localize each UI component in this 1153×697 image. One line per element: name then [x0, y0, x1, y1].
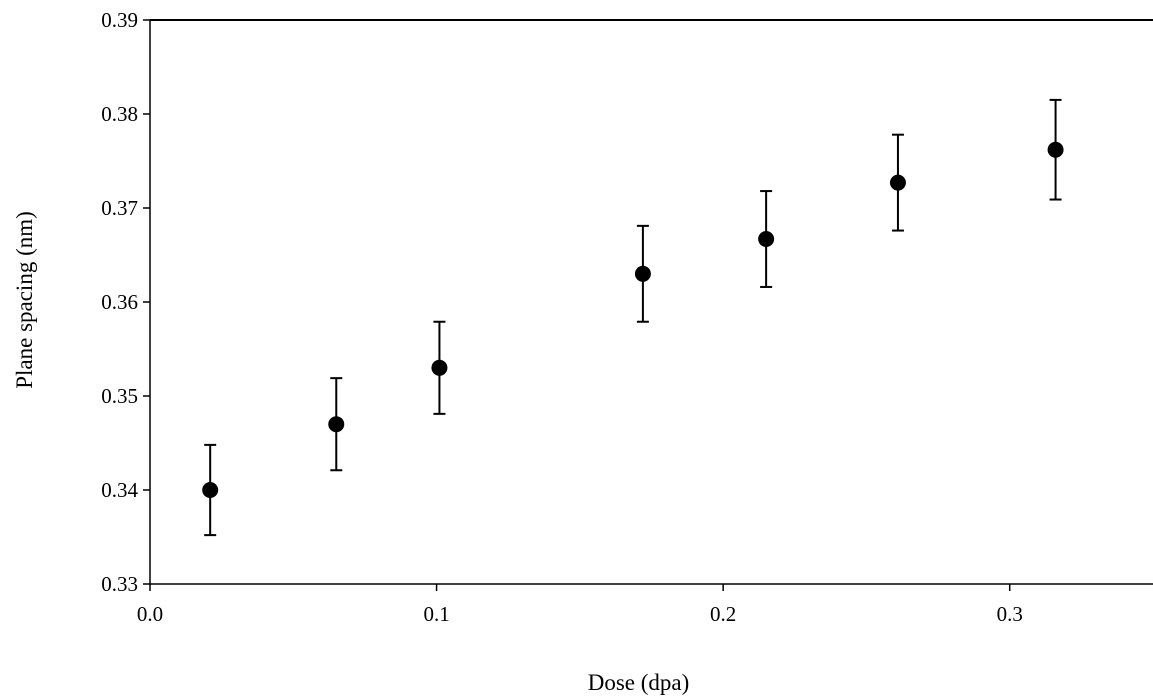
y-tick-label: 0.38 — [101, 102, 138, 126]
y-axis-ticks: 0.33 0.34 0.35 0.36 0.37 0.38 0.39 — [101, 8, 150, 596]
data-point — [634, 265, 651, 282]
y-tick-label: 0.34 — [101, 478, 138, 502]
x-axis-ticks: 0.0 0.1 0.2 0.3 — [137, 584, 1023, 626]
y-tick-label: 0.33 — [101, 572, 138, 596]
x-tick-label: 0.3 — [997, 602, 1023, 626]
data-point — [1047, 141, 1064, 158]
y-tick-label: 0.35 — [101, 384, 138, 408]
y-tick-label: 0.36 — [101, 290, 138, 314]
data-point — [328, 416, 345, 433]
data-point — [889, 174, 906, 191]
x-axis-title: Dose (dpa) — [588, 670, 690, 695]
data-point — [202, 482, 219, 498]
x-tick-label: 0.2 — [710, 602, 736, 626]
y-tick-label: 0.37 — [101, 196, 138, 220]
y-axis-title: Plane spacing (nm) — [12, 211, 37, 389]
data-point — [758, 231, 775, 248]
plot-area — [149, 19, 1153, 585]
x-tick-label: 0.0 — [137, 602, 163, 626]
data-series — [202, 98, 1064, 537]
x-tick-label: 0.1 — [423, 602, 449, 626]
data-point — [431, 359, 448, 376]
y-tick-label: 0.39 — [101, 8, 138, 32]
